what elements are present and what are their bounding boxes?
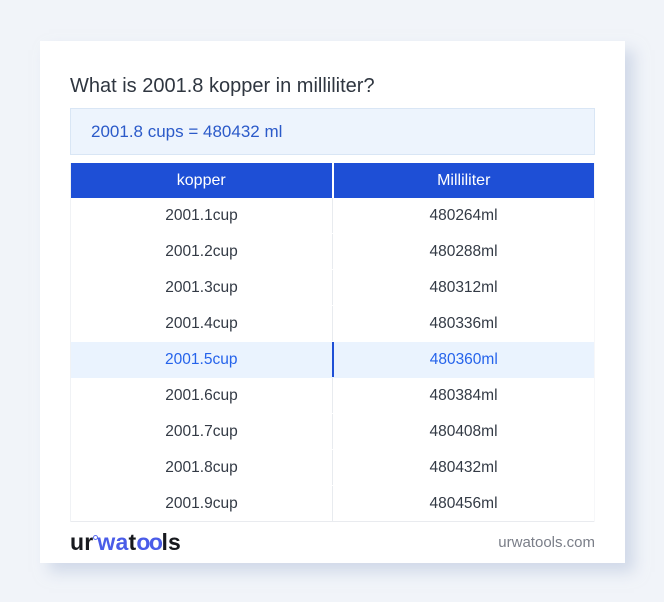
table-row: 2001.4cup 480336ml xyxy=(71,306,594,342)
converter-card: What is 2001.8 kopper in milliliter? 200… xyxy=(40,41,625,563)
logo-ring-icon xyxy=(93,535,99,540)
milliliter-cell: 480336ml xyxy=(429,314,498,332)
milliliter-cell: 480360ml xyxy=(429,350,498,368)
table-row: 2001.6cup 480384ml xyxy=(71,378,594,414)
kopper-cell: 2001.5cup xyxy=(71,342,334,377)
table-row: 2001.9cup 480456ml xyxy=(71,486,594,522)
urwatools-logo[interactable]: ur wa t oo ls xyxy=(70,529,181,556)
logo-text-oo: oo xyxy=(136,529,163,555)
table-row: 2001.5cup 480360ml xyxy=(71,342,594,378)
kopper-cell: 2001.2cup xyxy=(71,234,333,269)
site-url-text: urwatools.com xyxy=(498,534,595,551)
kopper-cell: 2001.9cup xyxy=(71,486,333,521)
table-header-kopper: kopper xyxy=(71,163,334,198)
kopper-cell: 2001.3cup xyxy=(71,270,333,305)
table-body: 2001.1cup 480264ml 2001.2cup 480288ml 2001.3… xyxy=(71,198,594,522)
milliliter-cell: 480384ml xyxy=(429,386,498,404)
kopper-cell: 2001.4cup xyxy=(71,306,333,341)
kopper-cell: 2001.7cup xyxy=(71,414,333,449)
milliliter-cell: 480288ml xyxy=(429,242,498,260)
kopper-cell: 2001.8cup xyxy=(71,450,333,485)
milliliter-cell: 480264ml xyxy=(429,206,498,224)
table-row: 2001.8cup 480432ml xyxy=(71,450,594,486)
table-row: 2001.2cup 480288ml xyxy=(71,234,594,270)
card-footer: ur wa t oo ls urwatools.com xyxy=(70,522,595,563)
table-row: 2001.7cup 480408ml xyxy=(71,414,594,450)
kopper-cell: 2001.6cup xyxy=(71,378,333,413)
milliliter-cell: 480408ml xyxy=(429,422,498,440)
logo-text-t: t xyxy=(128,529,137,555)
logo-text-ur: ur xyxy=(70,529,94,555)
logo-text-wa: wa xyxy=(97,529,129,555)
milliliter-cell: 480456ml xyxy=(429,494,498,512)
milliliter-cell: 480312ml xyxy=(429,278,498,296)
conversion-result-text: 2001.8 cups = 480432 ml xyxy=(91,121,283,141)
table-header-row: kopper Milliliter xyxy=(71,163,594,198)
logo-text-ls: ls xyxy=(161,529,182,555)
table-header-milliliter: Milliliter xyxy=(333,163,594,198)
table-row: 2001.1cup 480264ml xyxy=(71,198,594,234)
conversion-result-box: 2001.8 cups = 480432 ml xyxy=(70,108,595,155)
conversion-table: kopper Milliliter 2001.1cup 480264ml 2001.… xyxy=(70,163,595,522)
milliliter-cell: 480432ml xyxy=(429,458,498,476)
kopper-cell: 2001.1cup xyxy=(71,198,333,233)
table-row: 2001.3cup 480312ml xyxy=(71,270,594,306)
page-title: What is 2001.8 kopper in milliliter? xyxy=(70,75,375,97)
